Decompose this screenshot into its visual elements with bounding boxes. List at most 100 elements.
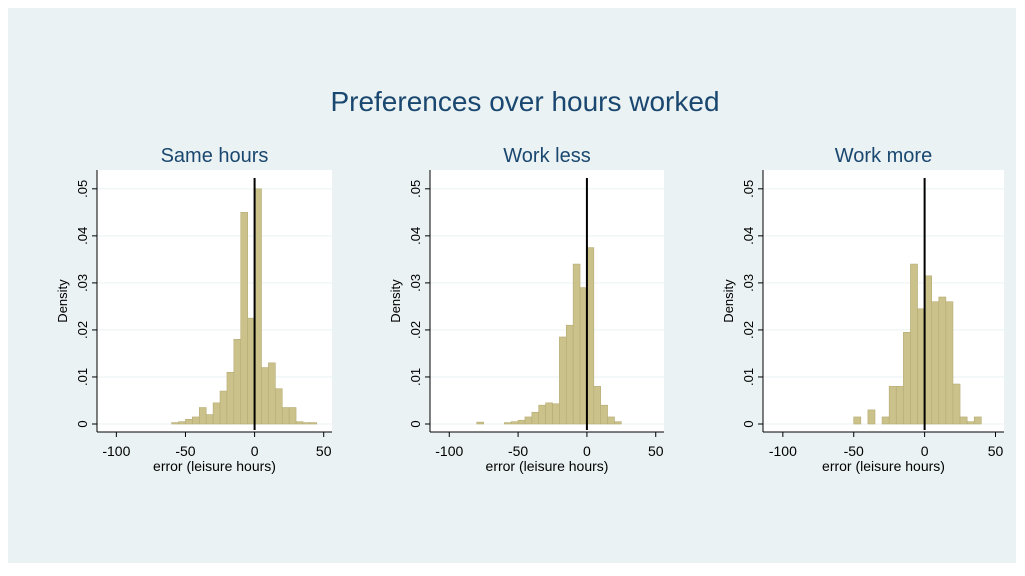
bar <box>938 296 947 425</box>
bar <box>504 422 512 425</box>
bar <box>579 287 588 425</box>
bar <box>973 416 982 425</box>
bar <box>853 416 862 425</box>
x-tick-label: -50 <box>508 443 528 459</box>
y-tick-label: .04 <box>75 227 90 245</box>
bar <box>531 411 540 425</box>
bar <box>888 386 897 425</box>
x-tick-label: 0 <box>251 443 259 459</box>
bar <box>517 419 526 425</box>
y-tick-label: .01 <box>75 368 90 386</box>
bar <box>545 402 553 425</box>
y-axis-label: Density <box>55 279 70 323</box>
bar <box>254 188 262 425</box>
bar <box>219 390 228 425</box>
bar <box>881 416 890 425</box>
bar <box>198 407 207 425</box>
bar <box>867 409 876 425</box>
figure-title: Preferences over hours worked <box>330 86 719 117</box>
bar <box>178 421 186 425</box>
y-tick-label: .02 <box>408 321 423 339</box>
bar <box>275 388 283 425</box>
plot-region <box>430 170 664 432</box>
panel-title: Same hours <box>161 145 269 167</box>
x-tick-label: 0 <box>921 443 929 459</box>
x-tick-label: -100 <box>435 443 463 459</box>
y-tick-label: .02 <box>741 321 756 339</box>
y-tick-label: .01 <box>408 368 423 386</box>
bar <box>959 416 968 425</box>
x-tick-label: -100 <box>102 443 130 459</box>
y-tick-label: .01 <box>741 368 756 386</box>
bar <box>966 421 975 425</box>
bar <box>281 407 290 425</box>
bar <box>226 371 235 425</box>
bar <box>586 247 595 425</box>
bar <box>607 416 615 425</box>
panel: 0 .01 .02 .03 .04 .05 -100 -50 0 50 error (leisure… <box>388 145 664 474</box>
plot-region <box>97 170 332 432</box>
bar <box>233 339 242 425</box>
bar <box>240 212 248 425</box>
bar <box>261 367 269 425</box>
y-tick-label: 0 <box>741 420 756 427</box>
bar <box>559 336 567 425</box>
bar <box>917 308 925 425</box>
bar <box>538 404 546 425</box>
y-tick-label: .04 <box>408 227 423 245</box>
x-tick-label: 0 <box>583 443 591 459</box>
bar <box>945 301 954 425</box>
bar <box>614 421 622 425</box>
panel: 0 .01 .02 .03 .04 .05 -100 -50 0 50 error (leisure… <box>55 145 332 474</box>
y-axis-label: Density <box>721 279 736 323</box>
y-tick-label: .04 <box>741 227 756 245</box>
y-tick-label: 0 <box>75 420 90 427</box>
bar <box>524 416 533 425</box>
bar <box>171 422 179 425</box>
bar <box>185 418 193 425</box>
bar <box>903 331 911 425</box>
bar <box>205 414 214 425</box>
bar <box>931 301 940 425</box>
bar <box>212 402 221 425</box>
y-tick-label: .05 <box>408 180 423 198</box>
x-axis-label: error (leisure hours) <box>153 458 276 474</box>
plot-region <box>763 170 1004 432</box>
bar <box>895 386 904 425</box>
bar <box>309 422 318 425</box>
y-tick-label: .03 <box>408 274 423 292</box>
bar <box>510 421 519 425</box>
bar <box>593 386 601 425</box>
y-tick-label: .03 <box>75 274 90 292</box>
y-tick-label: .05 <box>75 180 90 198</box>
bar <box>192 416 200 425</box>
x-tick-label: -100 <box>769 443 797 459</box>
y-tick-label: 0 <box>408 420 423 427</box>
bar <box>924 275 932 425</box>
x-tick-label: 50 <box>648 443 664 459</box>
bar <box>288 407 297 425</box>
x-tick-label: 50 <box>988 443 1004 459</box>
y-tick-label: .05 <box>741 180 756 198</box>
x-axis-label: error (leisure hours) <box>486 458 609 474</box>
bar <box>247 317 255 425</box>
bar <box>952 383 961 425</box>
panel-title: Work less <box>503 145 590 167</box>
bar <box>552 403 560 425</box>
bar <box>295 421 304 425</box>
bar <box>302 422 311 425</box>
panel: 0 .01 .02 .03 .04 .05 -100 -50 0 50 error (leisure… <box>721 145 1004 474</box>
x-tick-label: 50 <box>316 443 332 459</box>
bar <box>476 421 484 425</box>
y-axis-label: Density <box>388 279 403 323</box>
bar <box>572 263 581 425</box>
bar <box>565 324 574 425</box>
x-tick-label: -50 <box>175 443 195 459</box>
bar <box>268 362 276 425</box>
panel-title: Work more <box>835 145 932 167</box>
y-tick-label: .03 <box>741 274 756 292</box>
x-tick-label: -50 <box>844 443 864 459</box>
bar <box>910 263 918 425</box>
y-tick-label: .02 <box>75 321 90 339</box>
